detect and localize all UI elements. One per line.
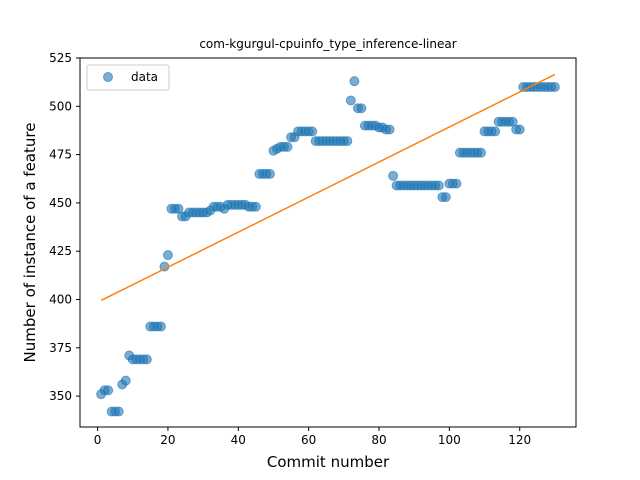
x-tick-label: 20: [160, 433, 175, 447]
data-point: [490, 126, 501, 137]
x-tick-label: 40: [231, 433, 246, 447]
chart-title: com-kgurgul-cpuinfo_type_inference-linea…: [199, 37, 456, 51]
fit-line: [100, 73, 556, 302]
data-point: [514, 124, 525, 135]
data-point: [549, 81, 560, 92]
data-point: [307, 126, 318, 137]
y-tick-label: 350: [49, 389, 72, 403]
legend-label-data: data: [131, 70, 158, 84]
x-axis-label: Commit number: [267, 453, 390, 471]
x-tick-label: 120: [508, 433, 531, 447]
x-tick-label: 100: [438, 433, 461, 447]
legend: data: [86, 64, 170, 91]
data-points: [96, 76, 560, 417]
x-tick-label: 0: [94, 433, 102, 447]
data-point: [476, 147, 487, 158]
data-point: [162, 250, 173, 261]
data-point: [250, 201, 261, 212]
y-tick-label: 375: [49, 341, 72, 355]
data-point: [349, 76, 360, 87]
y-tick-label: 475: [49, 148, 72, 162]
x-tick-label: 60: [301, 433, 316, 447]
y-axis-ticks: 350 375 400 425 450 475 500 525: [49, 51, 80, 403]
plot-frame: [79, 57, 577, 428]
x-tick-label: 80: [371, 433, 386, 447]
y-tick-label: 525: [49, 51, 72, 65]
plot-area: [80, 58, 576, 427]
data-point: [155, 321, 166, 332]
y-tick-label: 400: [49, 292, 72, 306]
data-point: [120, 375, 131, 386]
y-tick-label: 500: [49, 99, 72, 113]
fit-line-group: [100, 73, 556, 302]
legend-marker-data: [103, 72, 113, 82]
data-point: [388, 170, 399, 181]
data-point: [440, 192, 451, 203]
data-point: [433, 180, 444, 191]
data-point: [141, 354, 152, 365]
data-point: [103, 385, 114, 396]
y-tick-label: 425: [49, 244, 72, 258]
legend-box: [86, 64, 170, 91]
data-point: [282, 141, 293, 152]
data-point: [113, 406, 124, 417]
data-point: [345, 95, 356, 106]
data-point: [384, 124, 395, 135]
x-axis-ticks: 0 20 40 60 80 100 120: [94, 427, 531, 447]
data-point: [356, 103, 367, 114]
data-point: [451, 178, 462, 189]
y-axis-label: Number of instance of a feature: [21, 123, 39, 363]
data-point: [264, 168, 275, 179]
y-tick-label: 450: [49, 196, 72, 210]
data-point: [342, 136, 353, 147]
